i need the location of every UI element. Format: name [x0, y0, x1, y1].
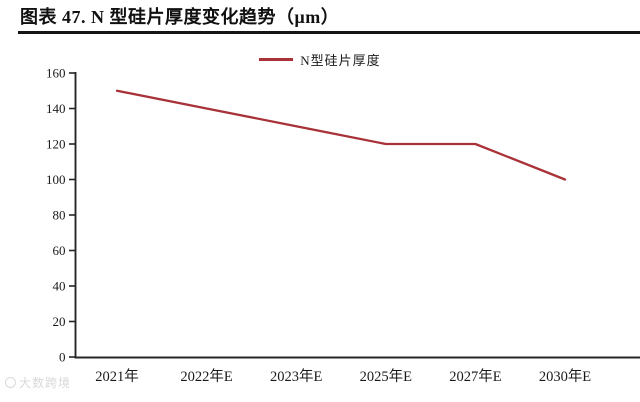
- chart-legend: N型硅片厚度: [0, 50, 640, 69]
- y-tick-label: 140: [46, 101, 66, 116]
- x-tick-label: 2027年E: [449, 368, 501, 385]
- y-tick-label: 100: [46, 172, 66, 187]
- watermark-text: 大数跨境: [19, 376, 72, 390]
- x-tick-label: 2021年: [95, 368, 139, 385]
- y-tick-label: 60: [53, 243, 66, 258]
- legend-label: N型硅片厚度: [300, 53, 381, 68]
- y-tick-label: 160: [46, 66, 66, 81]
- plot-area: 0 20 40 60 80 100 120 140 160 2021年 2022年E 2023年E 20…: [46, 66, 640, 385]
- x-tick-label: 2025年E: [360, 368, 412, 385]
- x-tick-label: 2030年E: [539, 368, 591, 385]
- y-tick-label: 20: [53, 314, 66, 329]
- series-line: [115, 89, 567, 181]
- y-tick-label: 120: [46, 137, 66, 152]
- watermark: 大数跨境: [5, 374, 71, 391]
- y-tick-label: 0: [59, 350, 66, 365]
- line-chart: N型硅片厚度 0 20 40 60 80 100 120 140 160 2021年 2022年E 2…: [0, 34, 640, 402]
- figure-title: 图表 47. N 型硅片厚度变化趋势（μm）: [20, 7, 340, 27]
- x-tick-label: 2023年E: [270, 368, 322, 385]
- x-tick-label: 2022年E: [180, 368, 232, 385]
- title-underline: [18, 31, 640, 34]
- y-tick-label: 80: [53, 208, 66, 223]
- y-tick-label: 40: [53, 279, 66, 294]
- legend-line-marker: [259, 58, 294, 61]
- watermark-logo-icon: [5, 377, 16, 388]
